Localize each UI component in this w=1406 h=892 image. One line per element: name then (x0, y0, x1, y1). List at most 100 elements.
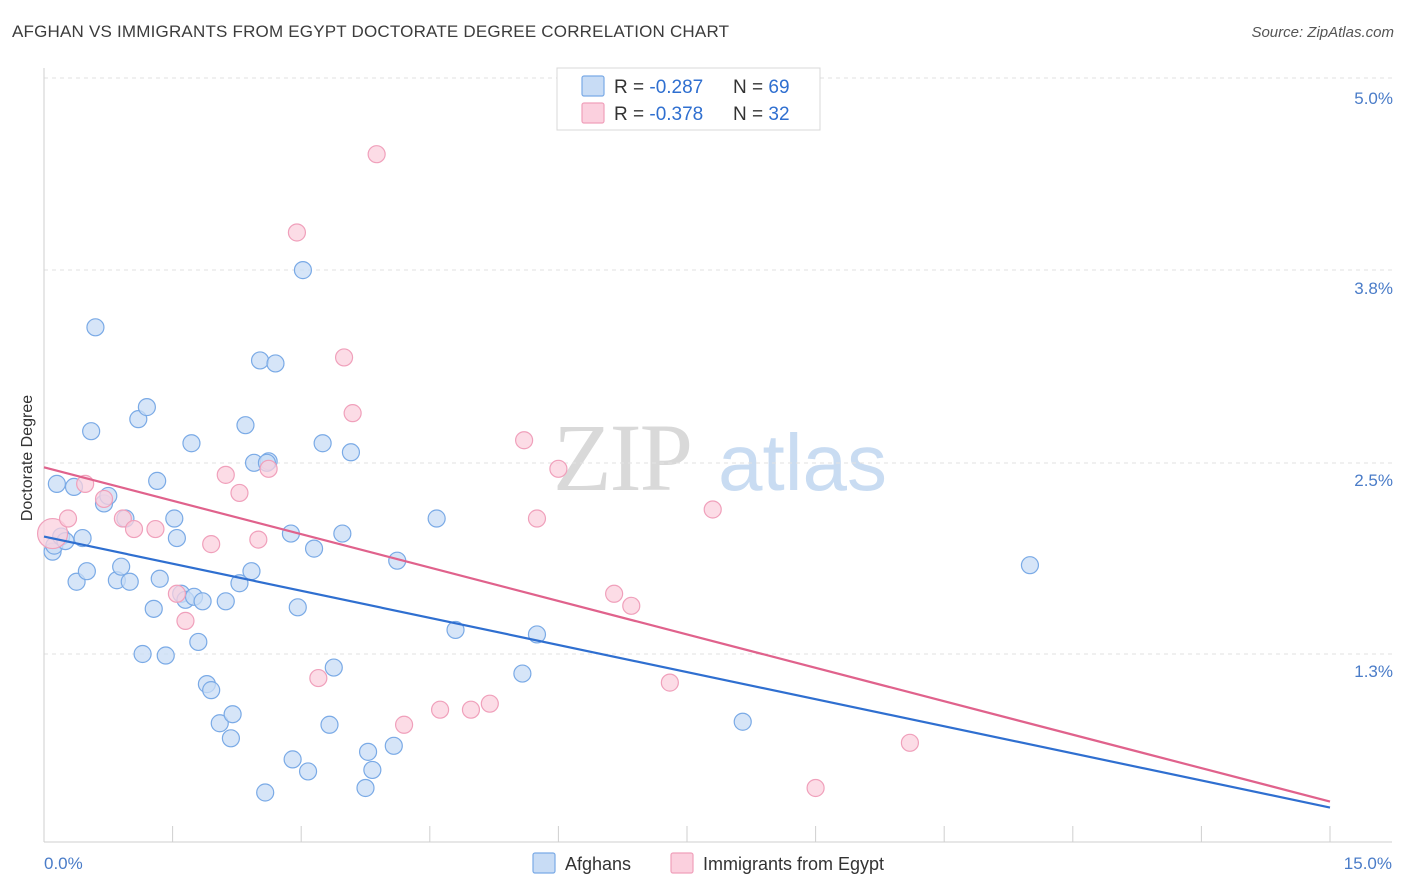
svg-text:R = -0.378: R = -0.378 (614, 104, 703, 125)
y-tick-label: 2.5% (1354, 471, 1393, 490)
point-afghans (165, 509, 184, 528)
point-afghans (313, 434, 332, 453)
point-afghans (288, 598, 307, 617)
point-afghans (242, 562, 261, 581)
bottom-legend-swatch-afghans (532, 852, 556, 874)
point-egypt (527, 509, 547, 528)
legend-r-label-2: R = (614, 104, 649, 125)
point-afghans (256, 783, 275, 802)
point-afghans (341, 443, 361, 462)
point-egypt (622, 596, 641, 615)
series-afghans-points (43, 261, 1040, 802)
point-egypt (309, 668, 328, 688)
point-afghans (137, 398, 156, 417)
point-egypt (461, 700, 481, 719)
legend-r-value-2: -0.378 (649, 104, 703, 125)
x-ticks (43, 826, 1331, 842)
trendlines (43, 466, 1331, 809)
point-afghans (156, 646, 175, 665)
point-afghans (150, 569, 169, 588)
point-afghans (324, 658, 343, 677)
point-egypt (146, 519, 165, 539)
legend-r-label-1: R = (614, 77, 649, 98)
point-afghans (304, 539, 324, 558)
legend-top: R = -0.287 N = 69 R = -0.378 N = 32 (556, 67, 821, 131)
legend-bottom: Afghans Immigrants from Egypt (532, 852, 884, 874)
legend-n-value-2: 32 (768, 104, 789, 125)
point-egypt (394, 715, 414, 734)
point-egypt (515, 431, 534, 450)
point-egypt (900, 733, 920, 752)
point-afghans (333, 524, 352, 543)
y-tick-label: 5.0% (1354, 89, 1393, 108)
point-afghans (223, 705, 242, 724)
point-afghans (86, 318, 105, 337)
bottom-legend-label-egypt: Immigrants from Egypt (703, 854, 884, 874)
point-afghans (427, 509, 446, 528)
legend-swatch-egypt (581, 102, 605, 124)
point-afghans (73, 528, 92, 548)
point-afghans (733, 712, 752, 731)
point-egypt (124, 519, 144, 539)
point-egypt (202, 535, 221, 554)
point-afghans (358, 742, 378, 761)
point-egypt (334, 348, 354, 367)
point-egypt (230, 483, 249, 503)
point-egypt (58, 509, 78, 528)
point-afghans (133, 644, 152, 664)
point-afghans (293, 261, 313, 280)
point-egypt (703, 500, 722, 519)
point-egypt (343, 404, 362, 423)
point-egypt (660, 673, 679, 692)
point-afghans (189, 632, 208, 652)
bottom-legend-swatch-egypt (670, 852, 694, 874)
legend-n-label-2: N = (733, 104, 768, 125)
point-afghans (1020, 556, 1040, 575)
point-egypt (287, 223, 307, 242)
point-afghans (210, 714, 229, 733)
point-egypt (259, 459, 278, 478)
point-afghans (384, 736, 403, 755)
svg-text:R = -0.287: R = -0.287 (614, 77, 703, 98)
point-afghans (167, 528, 186, 548)
point-egypt (216, 465, 235, 484)
legend-n-value-1: 69 (768, 77, 789, 98)
point-egypt (176, 611, 195, 630)
point-afghans (182, 434, 201, 453)
point-afghans (120, 572, 139, 591)
point-afghans (193, 592, 212, 611)
point-afghans (202, 681, 221, 700)
point-afghans (148, 471, 167, 490)
point-afghans (283, 750, 302, 769)
legend-swatch-afghans (581, 75, 605, 97)
point-afghans (513, 664, 532, 683)
point-afghans (216, 592, 235, 611)
point-egypt (94, 489, 114, 509)
point-afghans (298, 762, 318, 781)
point-afghans (47, 474, 66, 493)
watermark-zip: ZIP (553, 404, 691, 511)
point-afghans (363, 760, 382, 780)
point-egypt (249, 530, 268, 549)
point-egypt (806, 778, 825, 798)
point-egypt (430, 700, 450, 719)
point-egypt (167, 584, 186, 603)
watermark-atlas: atlas (718, 418, 887, 507)
legend-r-value-1: -0.287 (649, 77, 703, 98)
point-afghans (236, 416, 255, 435)
point-afghans (82, 422, 101, 441)
point-afghans (250, 351, 270, 370)
point-afghans (112, 557, 131, 576)
point-afghans (356, 778, 375, 798)
point-egypt (113, 509, 132, 528)
point-afghans (320, 715, 339, 734)
point-afghans (144, 599, 163, 618)
point-egypt (480, 694, 499, 713)
x-tick-label-min: 0.0% (44, 854, 83, 873)
point-afghans (77, 562, 96, 581)
y-tick-labels: 1.3% 2.5% 3.8% 5.0% (1354, 89, 1393, 681)
bottom-legend-label-afghans: Afghans (565, 854, 631, 874)
axes (43, 68, 1392, 843)
point-egypt (367, 145, 386, 164)
